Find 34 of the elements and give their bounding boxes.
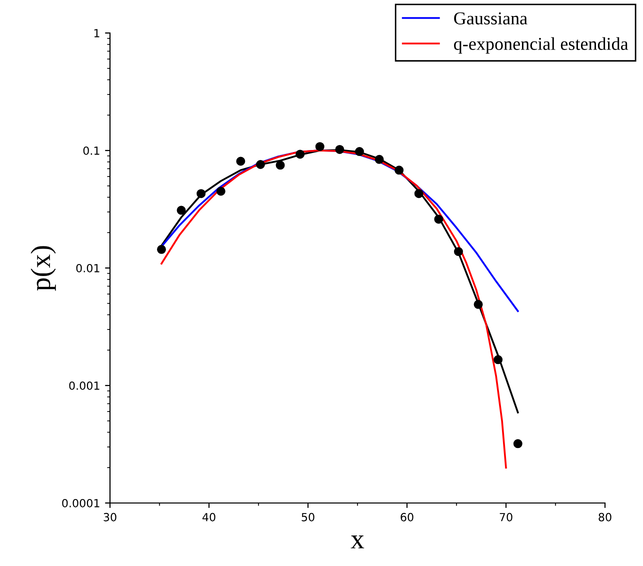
point (335, 144, 344, 154)
point (196, 189, 206, 198)
x-axis-title: x (350, 536, 364, 548)
point (236, 156, 246, 166)
x-tick-label: 70 (500, 512, 512, 522)
y-tick-label: 0.0001 (62, 498, 100, 508)
y-tick-label: 0.001 (69, 381, 100, 390)
y-axis-title: p(x) (30, 246, 56, 291)
x-tick-label: 30 (104, 512, 116, 522)
point (256, 160, 265, 170)
x-tick-label: 40 (202, 512, 216, 522)
point (176, 206, 186, 215)
y-tick-label: 0.1 (83, 146, 100, 155)
point (354, 147, 364, 156)
point (296, 150, 305, 159)
point (494, 355, 503, 364)
x-tick-label: 60 (400, 512, 414, 522)
x-tick-label: 50 (302, 512, 314, 522)
x-tick-label: 80 (598, 512, 612, 522)
y-tick-label: 0.01 (76, 264, 100, 272)
point (216, 186, 226, 196)
point (394, 166, 404, 175)
point (434, 214, 444, 224)
point (474, 300, 483, 309)
point (513, 439, 522, 448)
legend-label: q-exponencial estendida (454, 37, 628, 54)
point (156, 244, 166, 254)
point (276, 160, 285, 170)
point (454, 247, 463, 256)
legend-label: Gaussiana (454, 12, 528, 24)
point (374, 154, 384, 164)
point (414, 189, 424, 198)
y-tick-label: 1 (94, 29, 100, 38)
point (315, 142, 324, 152)
